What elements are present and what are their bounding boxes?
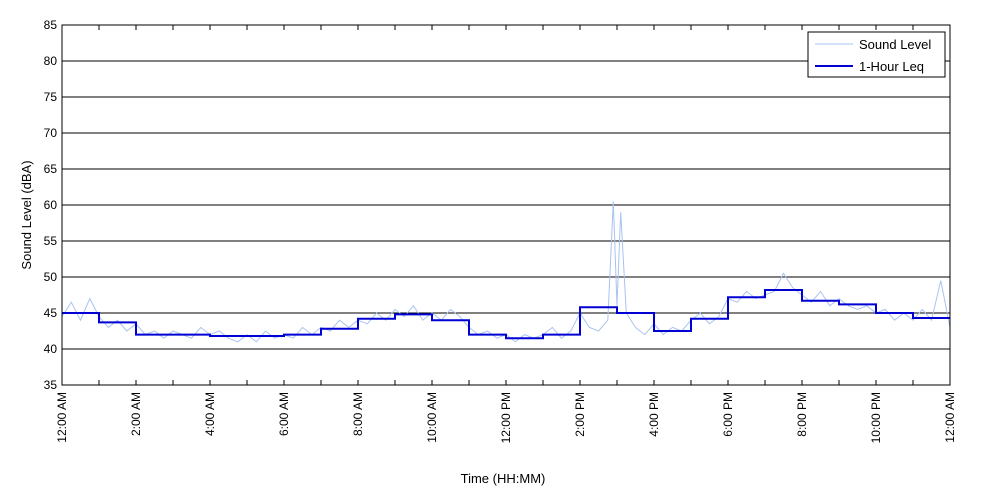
x-tick-label: 12:00 AM: [55, 392, 69, 443]
x-tick-label: 4:00 PM: [647, 392, 661, 437]
x-tick-label: 12:00 PM: [499, 392, 513, 443]
y-tick-label: 80: [44, 54, 58, 68]
y-tick-labels: 35 40 45 50 55 60 65 70 75 80 85: [44, 18, 58, 392]
y-tick-label: 35: [44, 378, 58, 392]
y-tick-label: 65: [44, 162, 58, 176]
x-tick-label: 2:00 PM: [573, 392, 587, 437]
x-tick-label: 6:00 PM: [721, 392, 735, 437]
x-tick-label: 4:00 AM: [203, 392, 217, 436]
y-tick-label: 75: [44, 90, 58, 104]
leq-step-line: [62, 289, 950, 340]
y-tick-label: 60: [44, 198, 58, 212]
legend-label-sound-level: Sound Level: [859, 37, 931, 52]
x-tick-label: 6:00 AM: [277, 392, 291, 436]
y-tick-label: 40: [44, 342, 58, 356]
x-tick-label: 10:00 PM: [869, 392, 883, 443]
y-axis-title: Sound Level (dBA): [19, 160, 34, 269]
y-tick-label: 70: [44, 126, 58, 140]
axis-ticks: [61, 25, 951, 385]
x-tick-label: 8:00 AM: [351, 392, 365, 436]
legend: Sound Level 1-Hour Leq: [807, 31, 946, 78]
x-tick-label: 2:00 AM: [129, 392, 143, 436]
gridlines: [62, 60, 950, 350]
x-tick-label: 12:00 AM: [943, 392, 957, 443]
sound-level-line: [61, 201, 951, 343]
legend-box: [807, 31, 946, 78]
y-tick-label: 55: [44, 234, 58, 248]
leq-series: [62, 289, 950, 340]
legend-label-1-hour-leq: 1-Hour Leq: [859, 59, 924, 74]
y-tick-label: 50: [44, 270, 58, 284]
x-axis-title: Time (HH:MM): [461, 471, 546, 486]
sound-level-series: [61, 201, 951, 343]
x-tick-label: 10:00 AM: [425, 392, 439, 443]
y-tick-label: 85: [44, 18, 58, 32]
x-tick-labels: 12:00 AM 2:00 AM 4:00 AM 6:00 AM 8:00 AM 10:0…: [55, 392, 957, 443]
y-tick-label: 45: [44, 306, 58, 320]
x-tick-label: 8:00 PM: [795, 392, 809, 437]
